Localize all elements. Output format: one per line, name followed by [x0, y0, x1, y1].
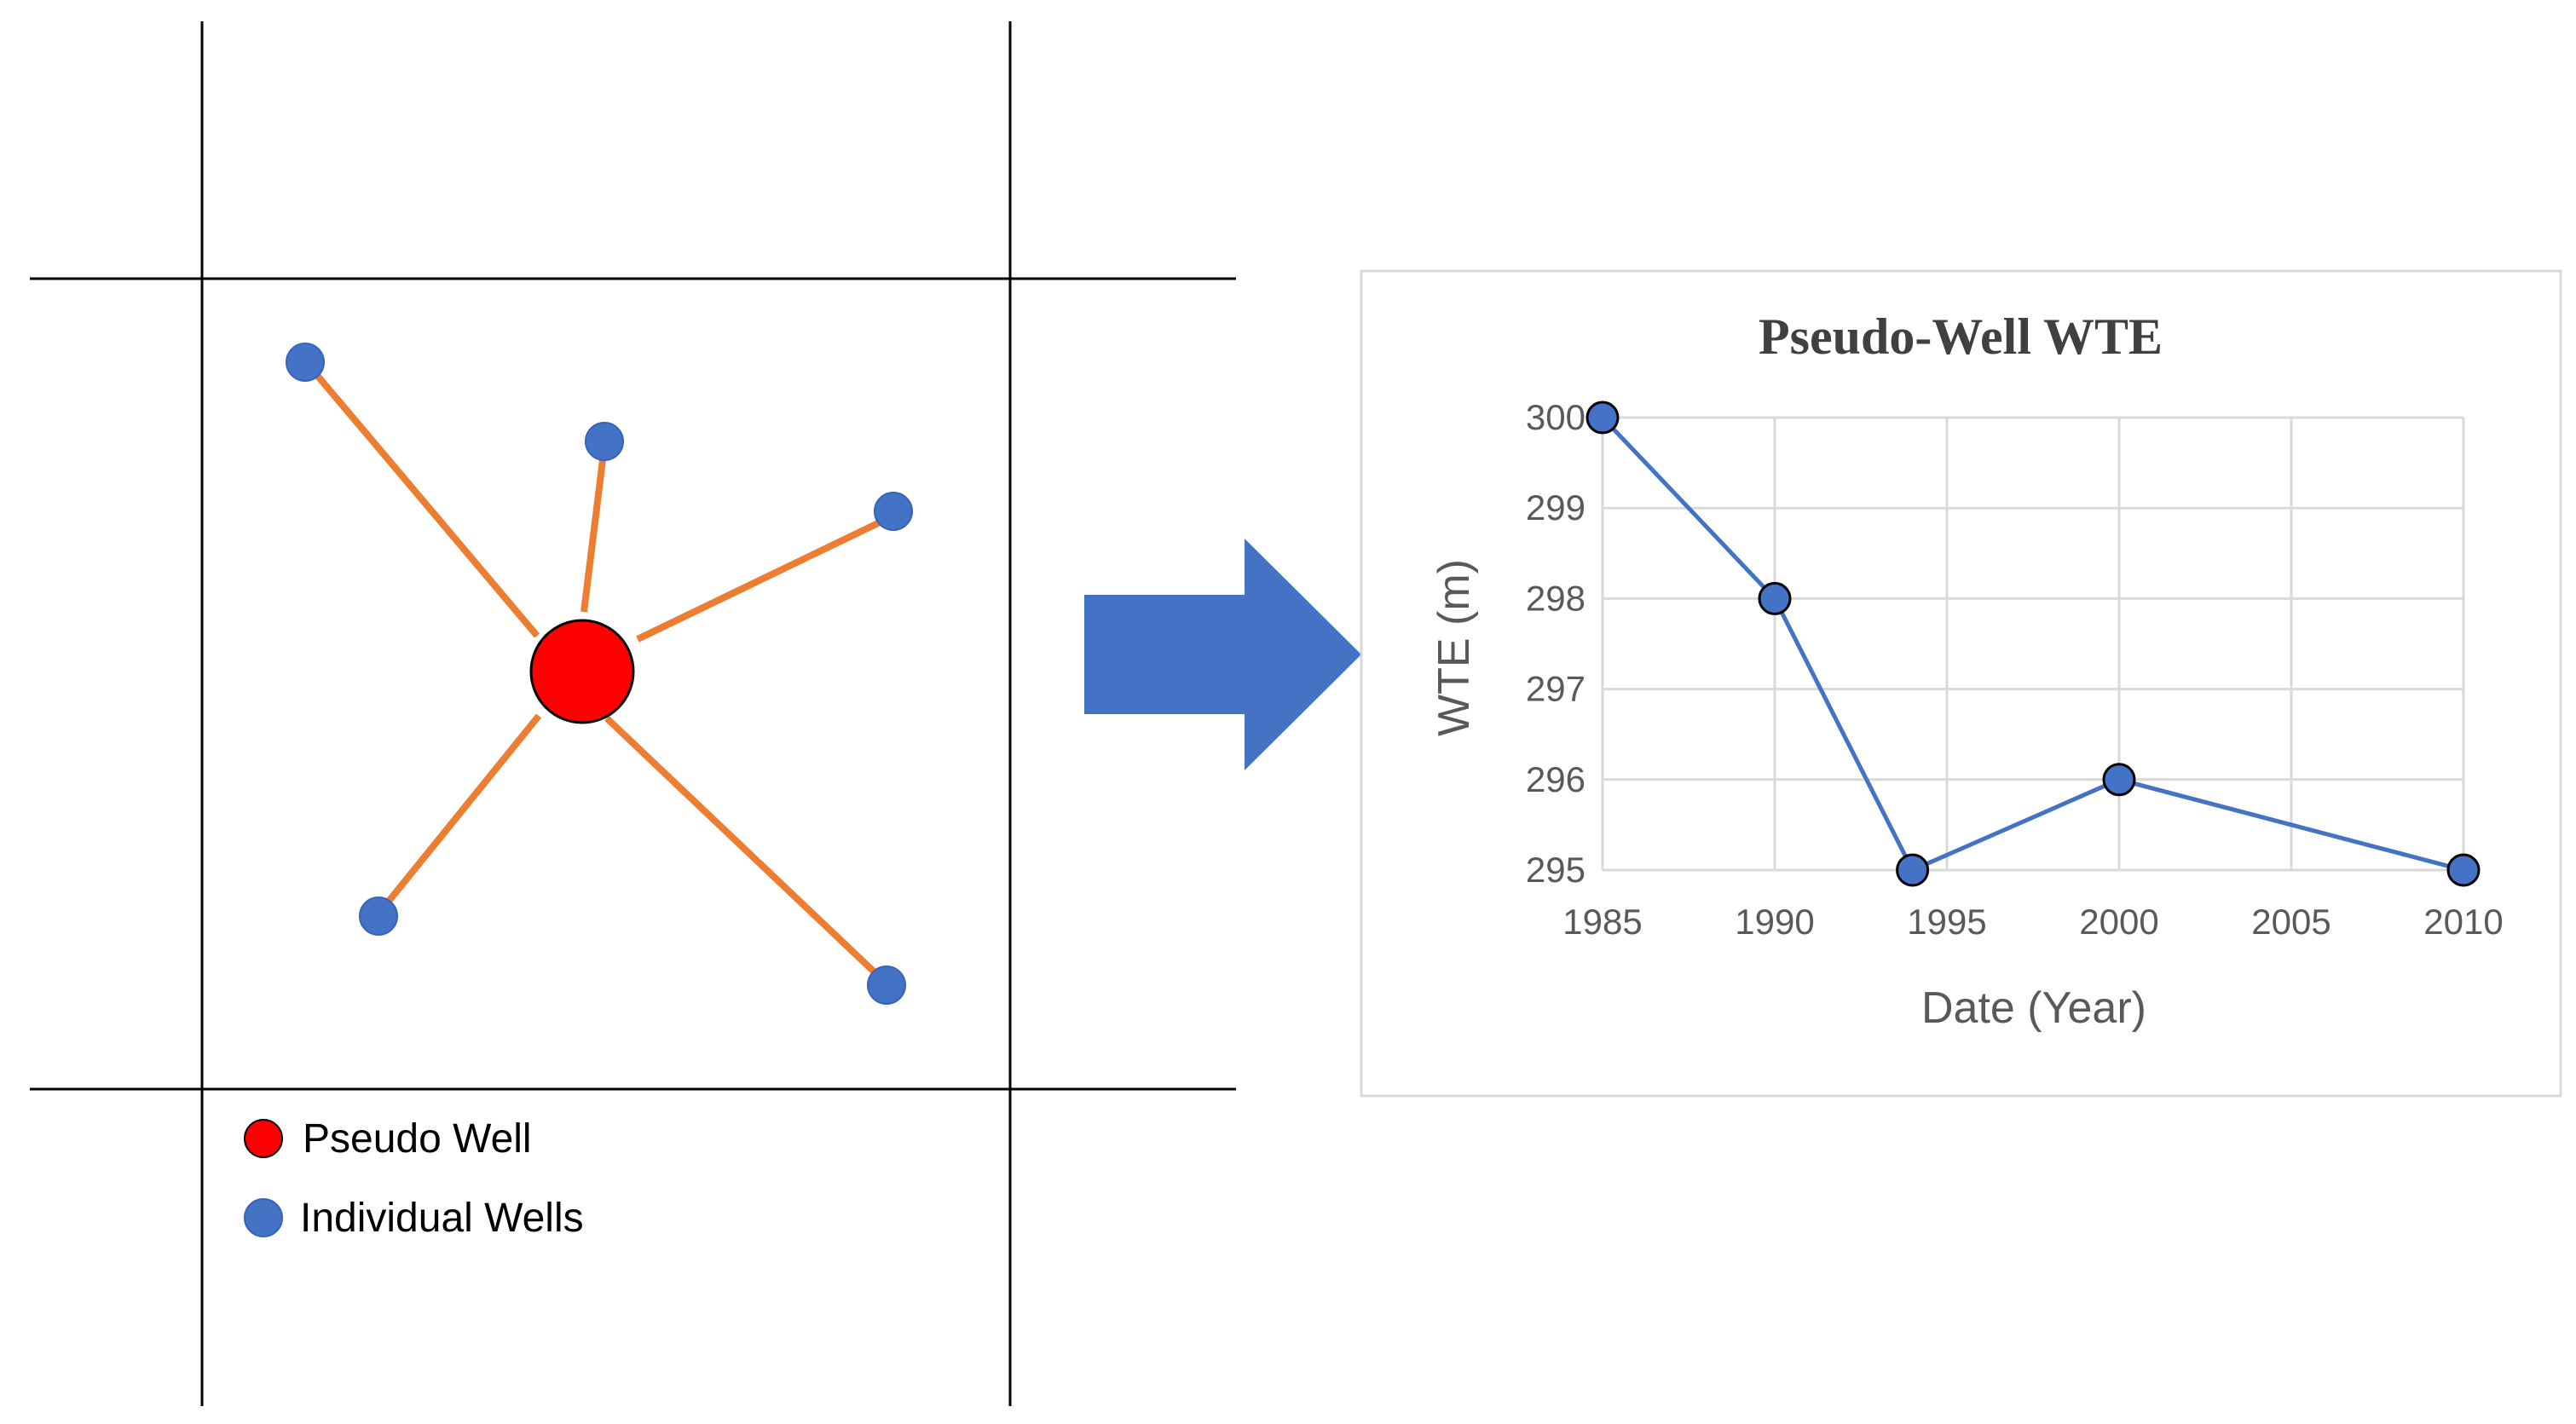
individual-well-marker [585, 422, 624, 461]
individual-well-marker [874, 492, 913, 531]
data-point [2446, 853, 2481, 887]
pseudo-well-marker [529, 619, 635, 724]
legend-individual-wells-label: Individual Wells [300, 1196, 584, 1241]
interpolation-arrow [312, 371, 540, 638]
x-tick-label: 2000 [2079, 902, 2158, 942]
individual-wells [286, 343, 913, 1005]
legend-individual-wells-swatch [244, 1198, 283, 1237]
chart-title: Pseudo-Well WTE [1759, 308, 2163, 365]
x-axis-label: Date (Year) [1921, 983, 2146, 1033]
legend: Pseudo Well Individual Wells [244, 1116, 584, 1241]
y-tick-label: 299 [1526, 487, 1585, 528]
y-axis-label: WTE (m) [1430, 559, 1479, 736]
chart-gridlines [1601, 416, 2465, 872]
y-tick-labels: 295 296 297 298 299 300 [1526, 397, 1585, 890]
y-tick-label: 300 [1526, 397, 1585, 437]
individual-well-marker [286, 343, 325, 382]
data-point [1585, 401, 1620, 435]
individual-well-marker [867, 966, 906, 1005]
interpolation-arrows [312, 371, 881, 974]
chart-frame [1360, 269, 2562, 1098]
y-tick-label: 296 [1526, 759, 1585, 799]
y-tick-label: 298 [1526, 578, 1585, 618]
block-arrow-right [1084, 539, 1361, 770]
x-tick-label: 1990 [1735, 902, 1814, 942]
individual-well-marker [359, 896, 398, 936]
x-tick-label: 2005 [2251, 902, 2331, 942]
data-point [2102, 763, 2136, 797]
x-tick-label: 1985 [1562, 902, 1642, 942]
x-tick-label: 2010 [2423, 902, 2503, 942]
x-tick-labels: 1985 1990 1995 2000 2005 2010 [1562, 902, 2503, 942]
legend-pseudo-well-swatch [244, 1119, 283, 1158]
interpolation-arrow [636, 519, 881, 643]
interpolation-arrow [384, 713, 542, 906]
data-point [1758, 581, 1792, 615]
interpolation-arrow [604, 716, 876, 974]
y-tick-label: 297 [1526, 669, 1585, 709]
data-point [1896, 853, 1930, 887]
legend-pseudo-well-label: Pseudo Well [303, 1116, 532, 1162]
interpolation-arrow [580, 459, 606, 613]
data-points [1585, 401, 2481, 887]
grid-cell-lines [30, 21, 1236, 1406]
y-tick-label: 295 [1526, 850, 1585, 890]
x-tick-label: 1995 [1907, 902, 1986, 942]
